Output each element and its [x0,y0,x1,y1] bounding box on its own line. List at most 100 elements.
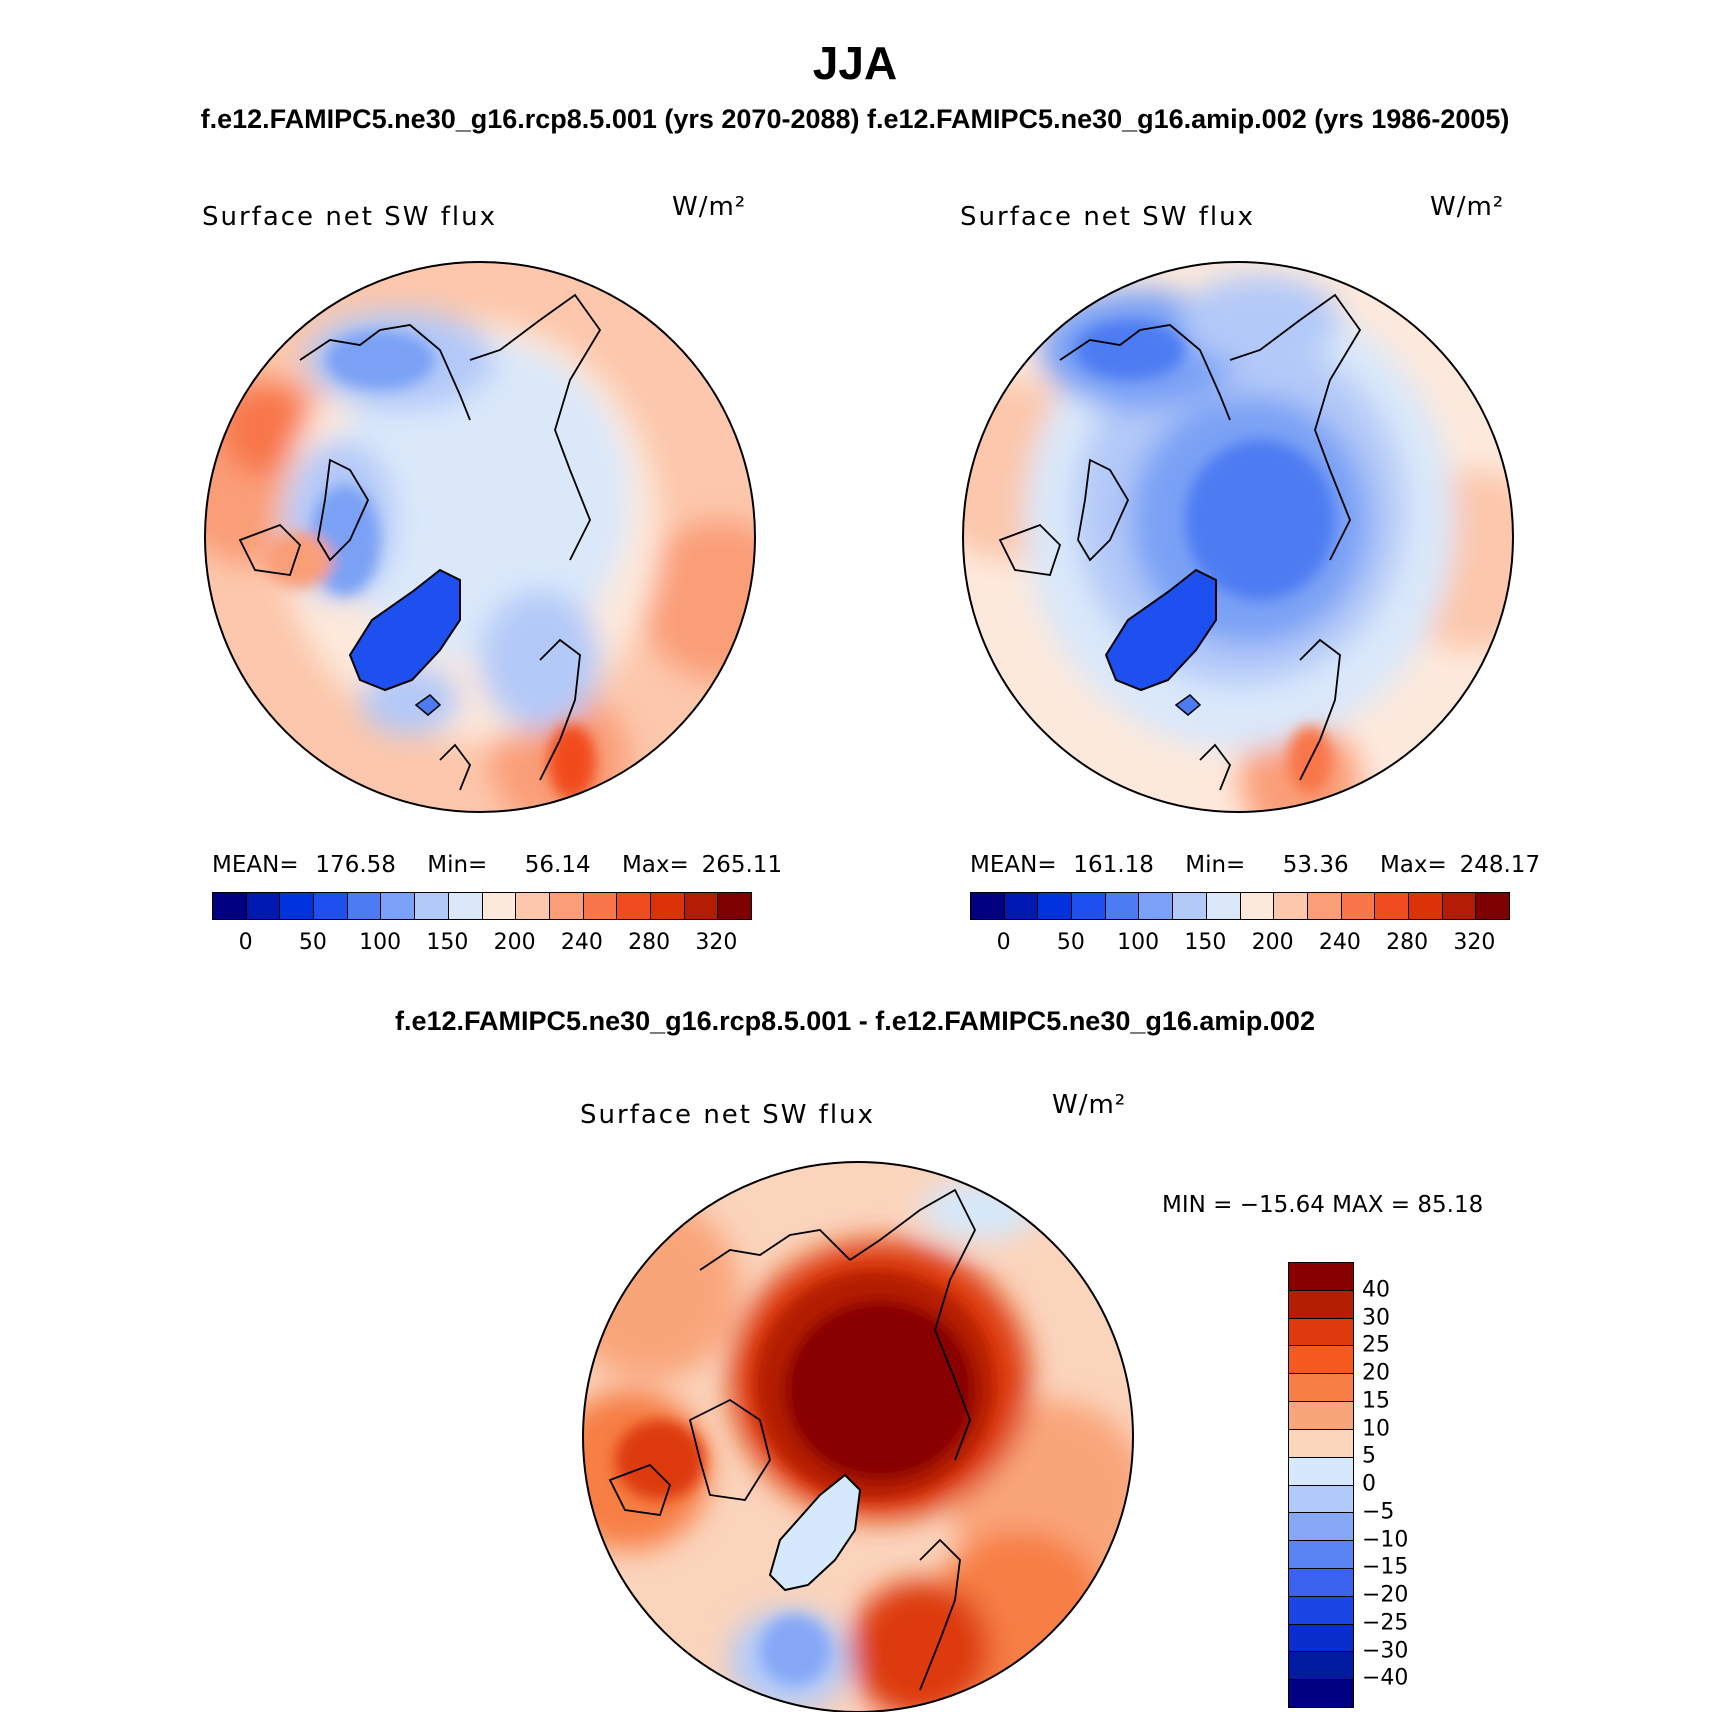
colorbar-tick-label: 320 [1453,930,1496,955]
colorbar-tick-label: −40 [1362,1665,1409,1691]
colorbar-swatch [1289,1680,1353,1707]
panel1-map-border [204,261,756,813]
colorbar-swatch [1240,893,1275,919]
panel1-mean-value: 176.58 [315,852,396,878]
diff-units: W/m² [1052,1090,1127,1120]
panel1-stats: MEAN= 176.58 Min= 56.14 Max= 265.11 [212,852,782,878]
panel2-stats: MEAN= 161.18 Min= 53.36 Max= 248.17 [970,852,1540,878]
colorbar-swatch [280,893,315,919]
diff-colorbar-ticks: 40 30 25 20 15 10 5 0 −5 −10 −15 −20 −25 −30 −40 [1362,1262,1442,1706]
panel1-units: W/m² [672,192,747,222]
colorbar-swatch [1289,1541,1353,1569]
colorbar-tick-label: 0 [996,930,1011,955]
panel2-mean-label: MEAN= [970,852,1057,878]
colorbar-tick-label: −15 [1362,1554,1409,1580]
colorbar-swatch [1289,1513,1353,1542]
panel1-max-label: Max= [621,852,689,878]
colorbar-swatch [1408,893,1443,919]
diff-variable-title: Surface net SW flux [580,1100,875,1130]
colorbar-swatch [617,893,651,919]
colorbar-swatch [1307,893,1342,919]
colorbar-tick-label: −25 [1362,1610,1409,1636]
colorbar-tick-label: −20 [1362,1582,1409,1608]
colorbar-swatch [718,893,751,919]
diff-minmax: MIN = −15.64 MAX = 85.18 [1162,1192,1484,1218]
colorbar-swatch [1375,893,1409,919]
main-title: JJA [812,37,898,89]
panel1-colorbar-ticks: 0 50 100 150 200 240 280 320 [212,930,750,960]
colorbar-swatch [583,893,618,919]
colorbar-swatch [1289,1346,1353,1375]
colorbar-tick-label: 100 [359,930,402,955]
panel2-colorbar-ticks: 0 50 100 150 200 240 280 320 [970,930,1508,960]
colorbar-tick-label: 0 [1362,1471,1376,1497]
panel2-polar-map [963,262,1513,812]
colorbar-swatch [1476,893,1509,919]
colorbar-swatch [1289,1290,1353,1319]
panel2-min-value: 53.36 [1282,852,1349,878]
colorbar-tick-label: 15 [1362,1388,1390,1414]
colorbar-swatch [1289,1429,1353,1458]
colorbar-swatch [1289,1374,1353,1403]
colorbar-tick-label: −30 [1362,1638,1409,1663]
colorbar-swatch [1173,893,1207,919]
panel1-min-value: 56.14 [524,852,591,878]
panel1-colorbar [212,892,752,920]
panel2-variable-title: Surface net SW flux [960,202,1255,232]
colorbar-swatch [1289,1402,1353,1430]
colorbar-tick-label: 30 [1362,1305,1390,1330]
panel2-mean-value: 161.18 [1073,852,1154,878]
colorbar-swatch [381,893,416,919]
panel2-map-border [962,261,1514,813]
panel1-max-value: 265.11 [701,852,783,878]
colorbar-swatch [246,893,281,919]
panel1-polar-map [205,262,755,812]
diff-map-border [582,1161,1134,1712]
diff-colorbar [1288,1262,1354,1708]
plot-subtitle: f.e12.FAMIPC5.ne30_g16.rcp8.5.001 (yrs 2… [200,104,1510,134]
colorbar-tick-label: 20 [1362,1360,1390,1386]
colorbar-swatch [650,893,685,919]
colorbar-swatch [1072,893,1106,919]
colorbar-tick-label: 200 [1251,930,1294,955]
colorbar-swatch [1206,893,1241,919]
colorbar-tick-label: 100 [1117,930,1160,955]
panel2-max-value: 248.17 [1459,852,1541,878]
colorbar-tick-label: 240 [1318,930,1361,955]
colorbar-swatch [1442,893,1477,919]
colorbar-tick-label: 10 [1362,1416,1390,1441]
colorbar-tick-label: 40 [1362,1277,1390,1303]
colorbar-swatch [1105,893,1140,919]
colorbar-swatch [1289,1318,1353,1347]
colorbar-swatch [1289,1596,1353,1625]
colorbar-swatch [1289,1568,1353,1597]
colorbar-swatch [516,893,550,919]
panel1-min-label: Min= [427,852,488,878]
colorbar-tick-label: 5 [1362,1443,1376,1469]
panel2-max-label: Max= [1379,852,1447,878]
colorbar-swatch [448,893,483,919]
colorbar-tick-label: 50 [298,930,327,955]
colorbar-swatch [482,893,517,919]
colorbar-swatch [1139,893,1174,919]
colorbar-swatch [1289,1652,1353,1681]
colorbar-tick-label: −5 [1362,1499,1395,1525]
colorbar-tick-label: 0 [238,930,253,955]
colorbar-tick-label: 200 [493,930,536,955]
colorbar-tick-label: 280 [1386,930,1429,955]
colorbar-swatch [213,893,247,919]
difference-title: f.e12.FAMIPC5.ne30_g16.rcp8.5.001 - f.e1… [395,1006,1315,1036]
colorbar-tick-label: 150 [1184,930,1227,955]
colorbar-swatch [1004,893,1039,919]
colorbar-tick-label: −10 [1362,1527,1409,1552]
panel2-colorbar [970,892,1510,920]
panel2-min-label: Min= [1185,852,1246,878]
colorbar-swatch [1274,893,1308,919]
colorbar-tick-label: 240 [560,930,603,955]
colorbar-swatch [314,893,348,919]
colorbar-swatch [971,893,1005,919]
colorbar-tick-label: 50 [1056,930,1085,955]
colorbar-swatch [1038,893,1073,919]
colorbar-swatch [1289,1485,1353,1514]
